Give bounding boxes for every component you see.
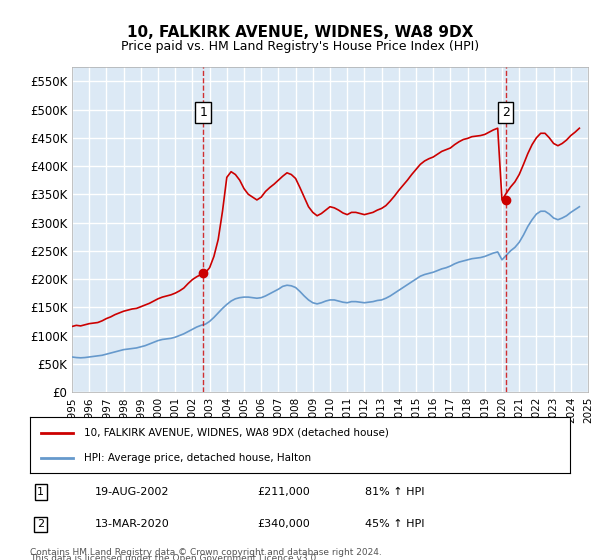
Text: 10, FALKIRK AVENUE, WIDNES, WA8 9DX (detached house): 10, FALKIRK AVENUE, WIDNES, WA8 9DX (det…: [84, 428, 389, 438]
Text: 13-MAR-2020: 13-MAR-2020: [95, 519, 170, 529]
Text: 81% ↑ HPI: 81% ↑ HPI: [365, 487, 424, 497]
Text: 2: 2: [502, 106, 509, 119]
Text: 2: 2: [37, 519, 44, 529]
Text: £340,000: £340,000: [257, 519, 310, 529]
Text: 45% ↑ HPI: 45% ↑ HPI: [365, 519, 424, 529]
Text: Contains HM Land Registry data © Crown copyright and database right 2024.: Contains HM Land Registry data © Crown c…: [30, 548, 382, 557]
Text: £211,000: £211,000: [257, 487, 310, 497]
Text: 1: 1: [199, 106, 207, 119]
Text: Price paid vs. HM Land Registry's House Price Index (HPI): Price paid vs. HM Land Registry's House …: [121, 40, 479, 53]
Text: HPI: Average price, detached house, Halton: HPI: Average price, detached house, Halt…: [84, 452, 311, 463]
Text: This data is licensed under the Open Government Licence v3.0.: This data is licensed under the Open Gov…: [30, 554, 319, 560]
Text: 1: 1: [37, 487, 44, 497]
Text: 19-AUG-2002: 19-AUG-2002: [95, 487, 169, 497]
Text: 10, FALKIRK AVENUE, WIDNES, WA8 9DX: 10, FALKIRK AVENUE, WIDNES, WA8 9DX: [127, 25, 473, 40]
